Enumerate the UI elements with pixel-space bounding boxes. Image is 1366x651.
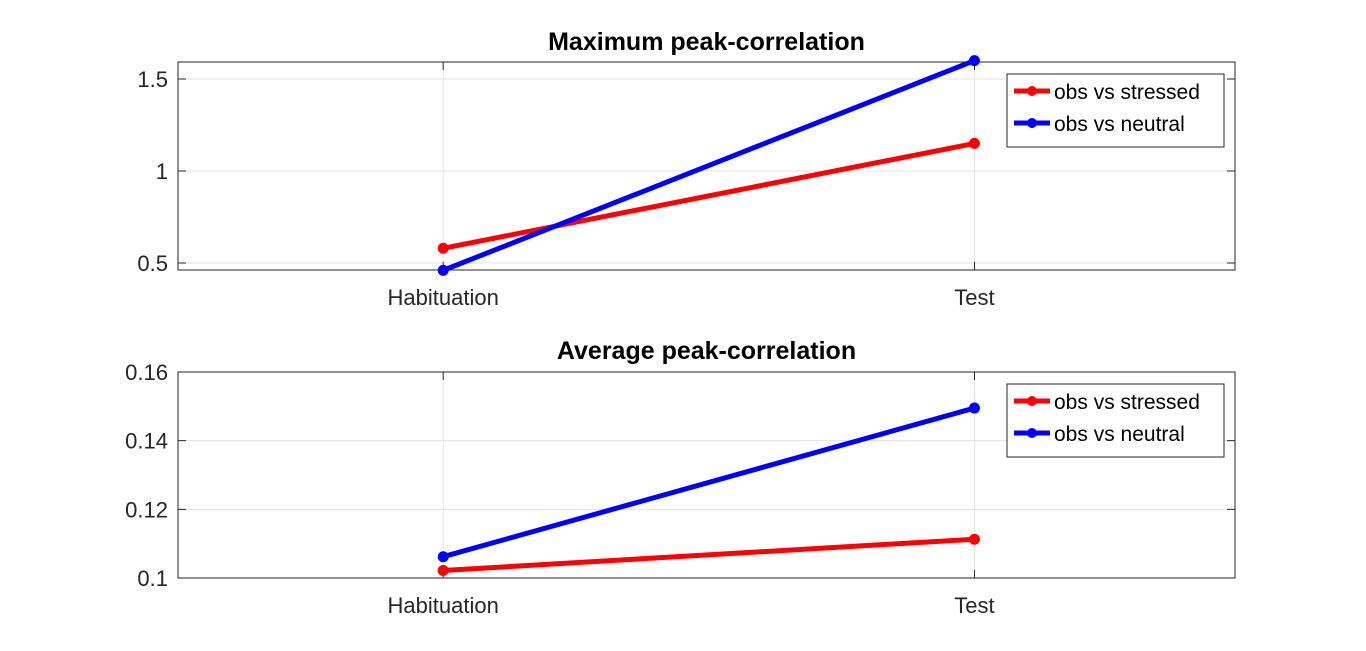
- series-stressed: [437, 533, 980, 576]
- data-point: [968, 55, 980, 67]
- legend-swatch-marker: [1027, 428, 1037, 438]
- data-point: [437, 551, 449, 563]
- x-tick-label: Test: [954, 285, 994, 310]
- legend-swatch-marker: [1027, 396, 1037, 406]
- series-neutral: [437, 402, 980, 563]
- chart-2: 0.1 0.12 0.14 0.16 Habituation Test Average pe…: [125, 337, 1236, 618]
- y-tick-label: 0.5: [137, 251, 168, 276]
- legend-label: obs vs stressed: [1054, 391, 1200, 414]
- series-line: [443, 536, 975, 573]
- chart-title: Maximum peak-correlation: [548, 28, 865, 56]
- legend-box: [1006, 383, 1225, 458]
- legend-swatch-marker: [1027, 118, 1037, 128]
- y-tick-label: 0.16: [125, 360, 168, 385]
- data-point: [968, 402, 980, 414]
- axes-box: [177, 61, 1236, 271]
- series-line: [442, 405, 976, 560]
- x-tick-label: Test: [954, 593, 994, 618]
- data-point: [437, 242, 449, 254]
- legend: obs vs stressed obs vs neutral: [1006, 383, 1225, 458]
- data-point: [437, 564, 449, 576]
- y-tick-label: 0.1: [137, 566, 168, 591]
- legend-label: obs vs neutral: [1054, 423, 1185, 446]
- x-tick-label: Habituation: [388, 285, 499, 310]
- legend-swatch-marker: [1027, 86, 1037, 96]
- series-line: [442, 140, 975, 251]
- data-point: [968, 137, 980, 149]
- chart-1: 0.5 1 1.5 Habituation Test Maximum peak-corre…: [137, 28, 1236, 310]
- legend: obs vs stressed obs vs neutral: [1006, 73, 1225, 148]
- series-line: [442, 58, 976, 273]
- axes-box: [177, 371, 1236, 579]
- legend-label: obs vs stressed: [1054, 81, 1200, 104]
- series-neutral: [437, 55, 980, 276]
- legend-label: obs vs neutral: [1054, 113, 1185, 136]
- y-tick-label: 0.12: [125, 497, 168, 522]
- chart-title: Average peak-correlation: [557, 337, 856, 365]
- series-stressed: [437, 137, 980, 254]
- y-tick-label: 1: [156, 159, 168, 184]
- x-tick-label: Habituation: [388, 593, 499, 618]
- y-tick-label: 0.14: [125, 429, 168, 454]
- data-point: [968, 533, 980, 545]
- data-point: [437, 264, 449, 276]
- y-tick-label: 1.5: [137, 67, 168, 92]
- legend-box: [1006, 73, 1225, 148]
